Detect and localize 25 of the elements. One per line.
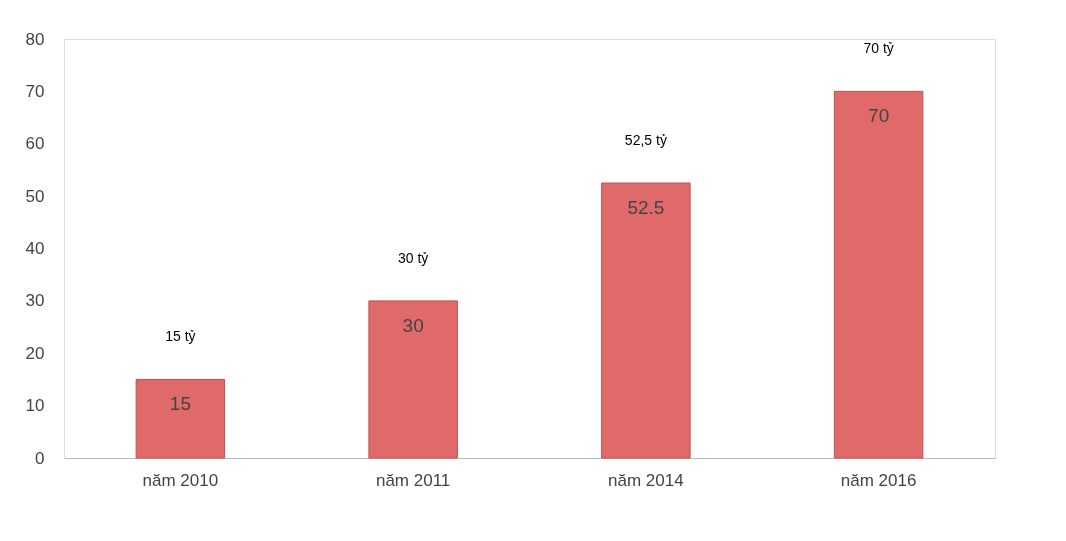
y-tick-label: 60 <box>25 134 45 154</box>
bar <box>368 300 458 459</box>
x-tick-label: năm 2010 <box>142 470 219 490</box>
y-tick-label: 20 <box>25 343 45 363</box>
data-label: 30 <box>402 314 424 336</box>
bar <box>135 378 226 459</box>
y-tick-label: 10 <box>25 396 45 416</box>
x-tick-label: năm 2014 <box>608 470 684 490</box>
y-tick-label: 30 <box>25 291 45 311</box>
bar <box>601 182 691 459</box>
data-label: 52.5 <box>627 197 665 219</box>
x-tick-label: năm 2016 <box>840 470 917 490</box>
data-label: 70 <box>868 105 890 127</box>
annotation: 15 tỷ <box>165 328 196 345</box>
y-tick-label: 40 <box>25 239 45 258</box>
annotation: 70 tỷ <box>863 40 894 57</box>
annotation: 30 tỷ <box>397 249 429 266</box>
y-tick-label: 80 <box>25 29 45 49</box>
annotation: 52,5 tỷ <box>624 132 667 149</box>
bar <box>833 90 924 459</box>
x-tick-label: năm 2011 <box>375 470 451 490</box>
y-tick-label: 70 <box>25 81 45 101</box>
y-tick-label: 0 <box>35 448 45 468</box>
y-tick-label: 50 <box>25 186 45 206</box>
data-label: 15 <box>169 393 191 415</box>
